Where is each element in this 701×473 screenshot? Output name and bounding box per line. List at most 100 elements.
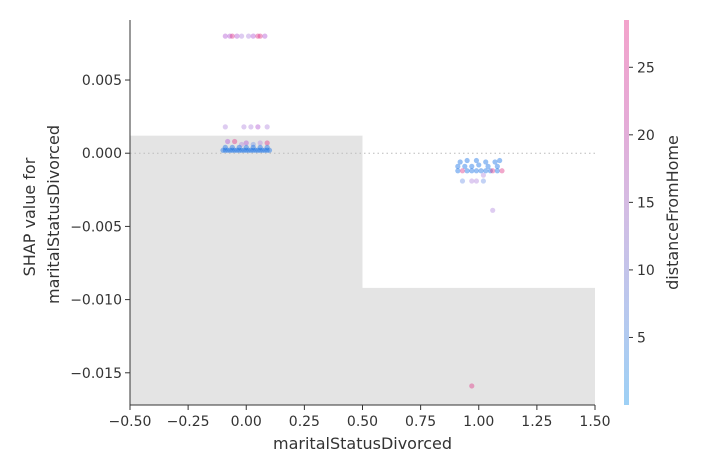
data-point-65 [469, 168, 475, 174]
data-point-16 [232, 138, 238, 145]
data-point-7 [255, 33, 261, 39]
data-point-17 [239, 141, 245, 148]
data-point-42 [250, 147, 256, 153]
x-tick-label: 1.50 [579, 414, 610, 430]
x-axis-label: maritalStatusDivorced [273, 434, 452, 453]
data-point-79 [469, 383, 475, 389]
data-point-63 [459, 168, 466, 174]
x-tick-label: 1.00 [463, 414, 494, 430]
data-point-25 [243, 144, 249, 150]
data-point-77 [480, 178, 486, 184]
data-point-24 [236, 144, 242, 150]
data-point-19 [250, 141, 256, 148]
data-point-21 [264, 140, 270, 146]
data-point-43 [252, 147, 259, 153]
data-point-41 [248, 147, 254, 153]
data-point-35 [234, 147, 240, 153]
colorbar-tick-label: 20 [637, 128, 655, 144]
data-point-69 [487, 168, 493, 174]
data-point-40 [245, 147, 252, 153]
data-point-32 [227, 147, 233, 153]
data-point-12 [248, 124, 254, 130]
data-point-1 [227, 33, 233, 39]
colorbar [624, 20, 629, 405]
x-tick-label: −0.50 [109, 414, 152, 430]
data-point-39 [243, 147, 249, 153]
data-point-34 [232, 147, 238, 153]
y-axis-label-line-2: maritalStatusDivorced [44, 125, 63, 304]
x-tick-label: 0.75 [405, 414, 436, 430]
data-point-5 [245, 33, 252, 39]
data-point-61 [494, 163, 500, 169]
data-point-14 [264, 124, 270, 130]
colorbar-label: distanceFromHome [663, 135, 682, 290]
data-point-46 [259, 147, 266, 153]
data-point-44 [255, 147, 261, 153]
data-point-23 [229, 144, 235, 150]
data-point-26 [250, 144, 256, 150]
data-point-57 [462, 163, 468, 169]
data-point-33 [229, 147, 235, 153]
x-tick-label: 0.00 [231, 414, 262, 430]
data-point-68 [483, 168, 489, 174]
y-axis-label-line-1: SHAP value for [20, 157, 39, 276]
data-point-22 [222, 144, 228, 150]
data-point-4 [239, 33, 245, 39]
data-point-36 [236, 147, 242, 153]
data-point-51 [464, 157, 470, 164]
data-point-78 [490, 207, 496, 213]
data-point-50 [457, 159, 463, 165]
data-point-2 [229, 33, 235, 39]
data-point-47 [262, 147, 268, 153]
y-tick-label: −0.005 [70, 219, 122, 235]
data-point-53 [483, 159, 489, 165]
colorbar-tick-label: 15 [637, 195, 655, 211]
data-point-56 [455, 163, 461, 169]
colorbar-tick-label: 5 [637, 330, 646, 346]
y-tick-label: −0.015 [70, 366, 122, 382]
data-point-37 [239, 147, 245, 153]
data-point-72 [499, 168, 505, 174]
data-points [220, 33, 505, 389]
data-point-6 [250, 33, 256, 39]
colorbar-ticks: 5 10 15 20 25 [629, 60, 655, 346]
histogram-background [130, 135, 595, 405]
data-point-76 [473, 178, 480, 184]
data-point-3 [234, 33, 240, 39]
data-point-28 [264, 144, 270, 150]
data-point-29 [220, 147, 226, 153]
data-point-11 [241, 124, 247, 130]
data-point-52 [473, 157, 480, 164]
data-point-67 [478, 168, 484, 174]
data-point-13 [255, 124, 261, 130]
data-point-18 [243, 140, 249, 146]
x-tick-label: 0.50 [347, 414, 378, 430]
data-point-74 [459, 178, 466, 184]
data-point-71 [494, 168, 500, 174]
data-point-8 [257, 33, 263, 39]
histogram-bar-0 [130, 135, 363, 405]
x-tick-label: −0.25 [167, 414, 210, 430]
data-point-58 [469, 163, 475, 169]
data-point-31 [225, 147, 231, 153]
data-point-15 [225, 138, 231, 145]
y-axis-label: SHAP value for maritalStatusDivorced [20, 125, 63, 304]
data-point-30 [222, 147, 228, 153]
y-axis-ticks: 0.005 0.000 −0.005 −0.010 −0.015 [70, 73, 130, 382]
x-tick-label: 0.25 [289, 414, 320, 430]
data-point-64 [464, 168, 470, 174]
data-point-27 [257, 144, 263, 150]
data-point-49 [266, 147, 273, 153]
data-point-60 [485, 163, 491, 169]
data-point-20 [257, 140, 263, 146]
colorbar-tick-label: 10 [637, 263, 655, 279]
data-point-66 [473, 168, 480, 174]
x-tick-label: 1.25 [521, 414, 552, 430]
data-point-0 [222, 33, 228, 39]
data-point-48 [264, 147, 270, 153]
colorbar-tick-label: 25 [637, 60, 655, 76]
data-point-10 [222, 124, 228, 130]
data-point-45 [257, 147, 263, 153]
data-point-9 [262, 33, 268, 39]
